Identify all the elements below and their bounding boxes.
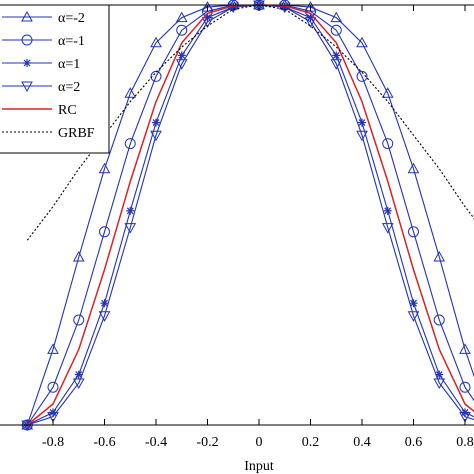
- legend-label: α=2: [58, 80, 80, 95]
- data-point: [433, 314, 445, 326]
- data-point: [304, 17, 317, 28]
- data-point: [176, 24, 188, 36]
- legend-entry: α=-1: [2, 34, 85, 49]
- x-tick-label: -0.4: [145, 435, 167, 450]
- data-point: [72, 250, 85, 262]
- data-point: [126, 206, 135, 215]
- data-point: [175, 11, 188, 23]
- data-point: [407, 311, 420, 322]
- legend-label: α=-1: [58, 34, 85, 49]
- x-tick-label: 0.6: [405, 435, 423, 450]
- data-point: [201, 17, 214, 28]
- x-ticks: -0.8 -0.6 -0.4 -0.2 0 0.2 0.4 0.6 0.8: [42, 5, 474, 450]
- legend-label: GRBF: [58, 126, 95, 141]
- data-point: [356, 130, 368, 142]
- legend-marker: [21, 10, 33, 22]
- data-point: [332, 51, 341, 60]
- data-point: [98, 311, 111, 322]
- x-tick-label: 0: [256, 435, 263, 450]
- data-point: [330, 24, 342, 36]
- data-point: [100, 299, 109, 308]
- data-point: [124, 138, 136, 150]
- data-point: [459, 381, 471, 393]
- data-point: [408, 226, 419, 238]
- data-point: [382, 138, 394, 150]
- data-point: [433, 250, 446, 262]
- data-point: [278, 2, 291, 14]
- data-point: [74, 370, 83, 379]
- legend-marker: [21, 81, 33, 93]
- data-point: [47, 412, 59, 423]
- legend-entry: α=1: [2, 57, 80, 72]
- x-tick-label: 0.4: [353, 435, 371, 450]
- data-point: [175, 59, 188, 70]
- data-point: [150, 70, 162, 82]
- legend-box: [0, 4, 110, 154]
- data-point: [381, 223, 394, 234]
- legend-label: α=-2: [58, 11, 85, 26]
- legend-label: α=1: [58, 57, 80, 72]
- legend-entry: α=2: [2, 80, 80, 95]
- data-point: [356, 36, 368, 48]
- data-point: [124, 87, 137, 98]
- data-point: [72, 378, 85, 390]
- legend-entry: α=-2: [2, 10, 85, 26]
- legend-label: RC: [58, 103, 77, 118]
- legend: α=-2 α=-1 α=1 α=2 RC GRBF: [0, 4, 110, 154]
- data-point: [98, 162, 111, 174]
- data-point: [356, 70, 368, 82]
- data-point: [152, 118, 160, 127]
- data-point: [227, 2, 240, 14]
- data-point: [150, 36, 162, 48]
- data-point: [330, 11, 343, 23]
- data-point: [381, 87, 394, 98]
- data-point: [383, 206, 392, 215]
- data-point: [330, 59, 343, 70]
- x-tick-label: -0.8: [42, 435, 64, 450]
- data-point: [73, 314, 85, 326]
- x-tick-label: 0.2: [302, 435, 320, 450]
- legend-marker: [21, 34, 33, 46]
- data-point: [47, 381, 59, 393]
- legend-entry: RC: [2, 103, 77, 118]
- x-axis-label: Input: [244, 459, 274, 474]
- data-point: [358, 118, 366, 127]
- data-point: [407, 162, 420, 174]
- x-tick-label: -0.2: [196, 435, 218, 450]
- data-point: [177, 51, 186, 60]
- legend-marker: [23, 59, 31, 67]
- data-point: [433, 378, 446, 390]
- data-point: [409, 299, 418, 308]
- x-tick-label: -0.6: [93, 435, 115, 450]
- legend-entry: GRBF: [2, 126, 95, 141]
- data-point: [47, 343, 59, 354]
- data-point: [99, 226, 110, 238]
- data-point: [459, 343, 471, 354]
- data-point: [459, 412, 471, 423]
- data-point: [435, 370, 444, 379]
- data-point: [124, 223, 137, 234]
- data-point: [150, 130, 162, 142]
- x-tick-label: 0.8: [456, 435, 474, 450]
